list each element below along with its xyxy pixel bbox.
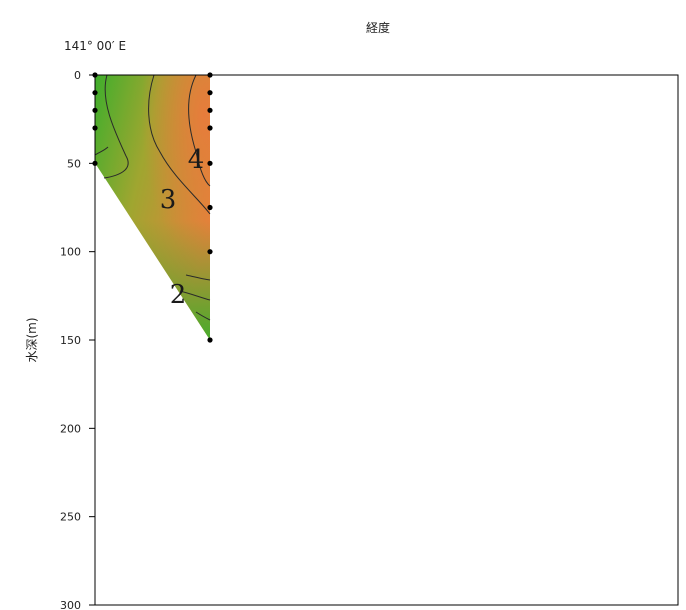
contour-line-2-west xyxy=(103,74,129,179)
y-tick-label: 100 xyxy=(60,246,81,259)
sampling-point-east xyxy=(207,90,213,96)
y-axis: 0 50 100 150 200 250 300 xyxy=(60,69,95,610)
temperature-deep-cool xyxy=(95,75,210,340)
contour-line-2-deep-c xyxy=(195,311,211,321)
contour-line-shallow-west xyxy=(94,146,109,156)
x-axis-title: 経度 xyxy=(366,20,390,35)
sampling-point-east xyxy=(207,125,213,131)
contour-labels: 4 3 2 xyxy=(160,145,205,310)
y-tick-label: 50 xyxy=(67,157,81,170)
contour-line-4 xyxy=(188,74,211,187)
sampling-point-east xyxy=(207,204,213,211)
sampling-point-east xyxy=(207,160,213,166)
contour-label-3: 3 xyxy=(160,185,177,215)
y-tick-label: 150 xyxy=(60,334,81,347)
y-tick-label: 200 xyxy=(60,422,81,435)
y-tick-label: 250 xyxy=(60,511,81,524)
contour-label-4: 4 xyxy=(188,145,205,175)
y-tick-label: 300 xyxy=(60,599,81,610)
contour-label-2: 2 xyxy=(170,280,187,310)
contour-line-2-deep-b xyxy=(179,290,211,301)
y-axis-title: 水深(m) xyxy=(25,317,39,362)
contour-field: 4 3 2 xyxy=(94,74,211,340)
x-tick-label: 141° 00′ E xyxy=(64,39,126,53)
sampling-point-east xyxy=(207,107,213,113)
y-tick-label: 0 xyxy=(74,69,81,82)
sampling-point-east xyxy=(207,337,213,343)
contour-line-2-deep-a xyxy=(185,274,211,281)
contour-line-3 xyxy=(148,74,211,215)
sampling-point-east xyxy=(207,249,213,255)
